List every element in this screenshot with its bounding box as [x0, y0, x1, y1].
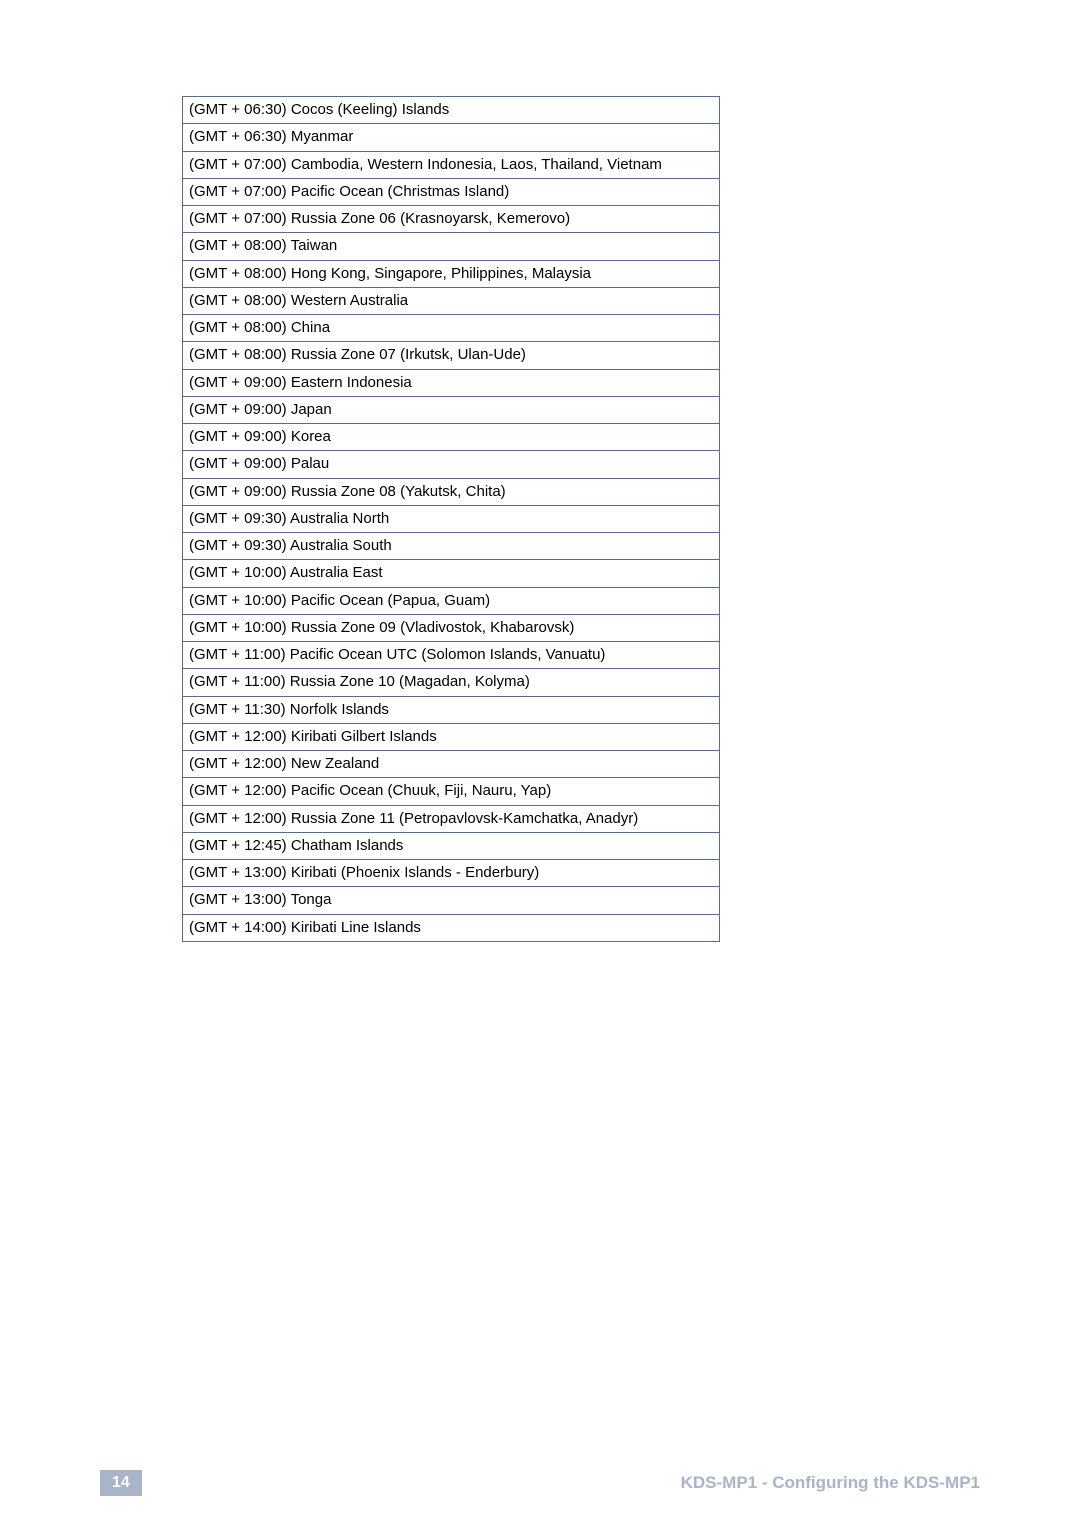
- table-row: (GMT + 13:00) Kiribati (Phoenix Islands …: [183, 860, 720, 887]
- timezone-cell: (GMT + 11:00) Russia Zone 10 (Magadan, K…: [183, 669, 720, 696]
- timezone-cell: (GMT + 06:30) Myanmar: [183, 124, 720, 151]
- timezone-cell: (GMT + 12:00) New Zealand: [183, 751, 720, 778]
- table-row: (GMT + 12:00) Russia Zone 11 (Petropavlo…: [183, 805, 720, 832]
- timezone-cell: (GMT + 11:30) Norfolk Islands: [183, 696, 720, 723]
- table-row: (GMT + 12:00) Pacific Ocean (Chuuk, Fiji…: [183, 778, 720, 805]
- timezone-cell: (GMT + 11:00) Pacific Ocean UTC (Solomon…: [183, 642, 720, 669]
- table-row: (GMT + 09:00) Korea: [183, 424, 720, 451]
- table-row: (GMT + 14:00) Kiribati Line Islands: [183, 914, 720, 941]
- table-row: (GMT + 13:00) Tonga: [183, 887, 720, 914]
- table-row: (GMT + 10:00) Australia East: [183, 560, 720, 587]
- table-row: (GMT + 12:00) Kiribati Gilbert Islands: [183, 723, 720, 750]
- table-row: (GMT + 06:30) Myanmar: [183, 124, 720, 151]
- table-row: (GMT + 09:00) Palau: [183, 451, 720, 478]
- page-content: (GMT + 06:30) Cocos (Keeling) Islands(GM…: [182, 96, 720, 942]
- footer-title: KDS-MP1 - Configuring the KDS-MP1: [681, 1473, 980, 1493]
- page-footer: 14 KDS-MP1 - Configuring the KDS-MP1: [100, 1470, 980, 1496]
- timezone-cell: (GMT + 12:45) Chatham Islands: [183, 832, 720, 859]
- timezone-cell: (GMT + 13:00) Kiribati (Phoenix Islands …: [183, 860, 720, 887]
- timezone-cell: (GMT + 08:00) Russia Zone 07 (Irkutsk, U…: [183, 342, 720, 369]
- table-row: (GMT + 08:00) Taiwan: [183, 233, 720, 260]
- timezone-cell: (GMT + 10:00) Australia East: [183, 560, 720, 587]
- timezone-cell: (GMT + 08:00) Taiwan: [183, 233, 720, 260]
- table-row: (GMT + 08:00) Hong Kong, Singapore, Phil…: [183, 260, 720, 287]
- timezone-cell: (GMT + 07:00) Pacific Ocean (Christmas I…: [183, 178, 720, 205]
- timezone-cell: (GMT + 06:30) Cocos (Keeling) Islands: [183, 97, 720, 124]
- timezone-cell: (GMT + 07:00) Russia Zone 06 (Krasnoyars…: [183, 206, 720, 233]
- timezone-table: (GMT + 06:30) Cocos (Keeling) Islands(GM…: [182, 96, 720, 942]
- table-row: (GMT + 10:00) Russia Zone 09 (Vladivosto…: [183, 614, 720, 641]
- table-row: (GMT + 07:00) Pacific Ocean (Christmas I…: [183, 178, 720, 205]
- timezone-cell: (GMT + 12:00) Pacific Ocean (Chuuk, Fiji…: [183, 778, 720, 805]
- timezone-cell: (GMT + 10:00) Pacific Ocean (Papua, Guam…: [183, 587, 720, 614]
- table-row: (GMT + 08:00) Russia Zone 07 (Irkutsk, U…: [183, 342, 720, 369]
- timezone-cell: (GMT + 07:00) Cambodia, Western Indonesi…: [183, 151, 720, 178]
- table-row: (GMT + 12:45) Chatham Islands: [183, 832, 720, 859]
- table-row: (GMT + 07:00) Cambodia, Western Indonesi…: [183, 151, 720, 178]
- table-row: (GMT + 11:00) Pacific Ocean UTC (Solomon…: [183, 642, 720, 669]
- timezone-cell: (GMT + 09:30) Australia South: [183, 533, 720, 560]
- timezone-cell: (GMT + 10:00) Russia Zone 09 (Vladivosto…: [183, 614, 720, 641]
- timezone-cell: (GMT + 12:00) Kiribati Gilbert Islands: [183, 723, 720, 750]
- table-row: (GMT + 09:30) Australia North: [183, 505, 720, 532]
- table-row: (GMT + 11:00) Russia Zone 10 (Magadan, K…: [183, 669, 720, 696]
- timezone-cell: (GMT + 08:00) Western Australia: [183, 287, 720, 314]
- table-row: (GMT + 09:30) Australia South: [183, 533, 720, 560]
- table-row: (GMT + 08:00) China: [183, 315, 720, 342]
- table-row: (GMT + 07:00) Russia Zone 06 (Krasnoyars…: [183, 206, 720, 233]
- page-number: 14: [100, 1470, 142, 1496]
- table-row: (GMT + 10:00) Pacific Ocean (Papua, Guam…: [183, 587, 720, 614]
- timezone-cell: (GMT + 14:00) Kiribati Line Islands: [183, 914, 720, 941]
- table-row: (GMT + 09:00) Eastern Indonesia: [183, 369, 720, 396]
- table-row: (GMT + 09:00) Japan: [183, 396, 720, 423]
- table-row: (GMT + 08:00) Western Australia: [183, 287, 720, 314]
- table-row: (GMT + 06:30) Cocos (Keeling) Islands: [183, 97, 720, 124]
- timezone-cell: (GMT + 13:00) Tonga: [183, 887, 720, 914]
- timezone-cell: (GMT + 08:00) China: [183, 315, 720, 342]
- timezone-cell: (GMT + 09:00) Eastern Indonesia: [183, 369, 720, 396]
- table-row: (GMT + 09:00) Russia Zone 08 (Yakutsk, C…: [183, 478, 720, 505]
- timezone-cell: (GMT + 09:00) Korea: [183, 424, 720, 451]
- timezone-cell: (GMT + 09:00) Japan: [183, 396, 720, 423]
- table-row: (GMT + 11:30) Norfolk Islands: [183, 696, 720, 723]
- table-row: (GMT + 12:00) New Zealand: [183, 751, 720, 778]
- timezone-cell: (GMT + 09:00) Palau: [183, 451, 720, 478]
- timezone-cell: (GMT + 12:00) Russia Zone 11 (Petropavlo…: [183, 805, 720, 832]
- timezone-cell: (GMT + 08:00) Hong Kong, Singapore, Phil…: [183, 260, 720, 287]
- timezone-cell: (GMT + 09:00) Russia Zone 08 (Yakutsk, C…: [183, 478, 720, 505]
- timezone-cell: (GMT + 09:30) Australia North: [183, 505, 720, 532]
